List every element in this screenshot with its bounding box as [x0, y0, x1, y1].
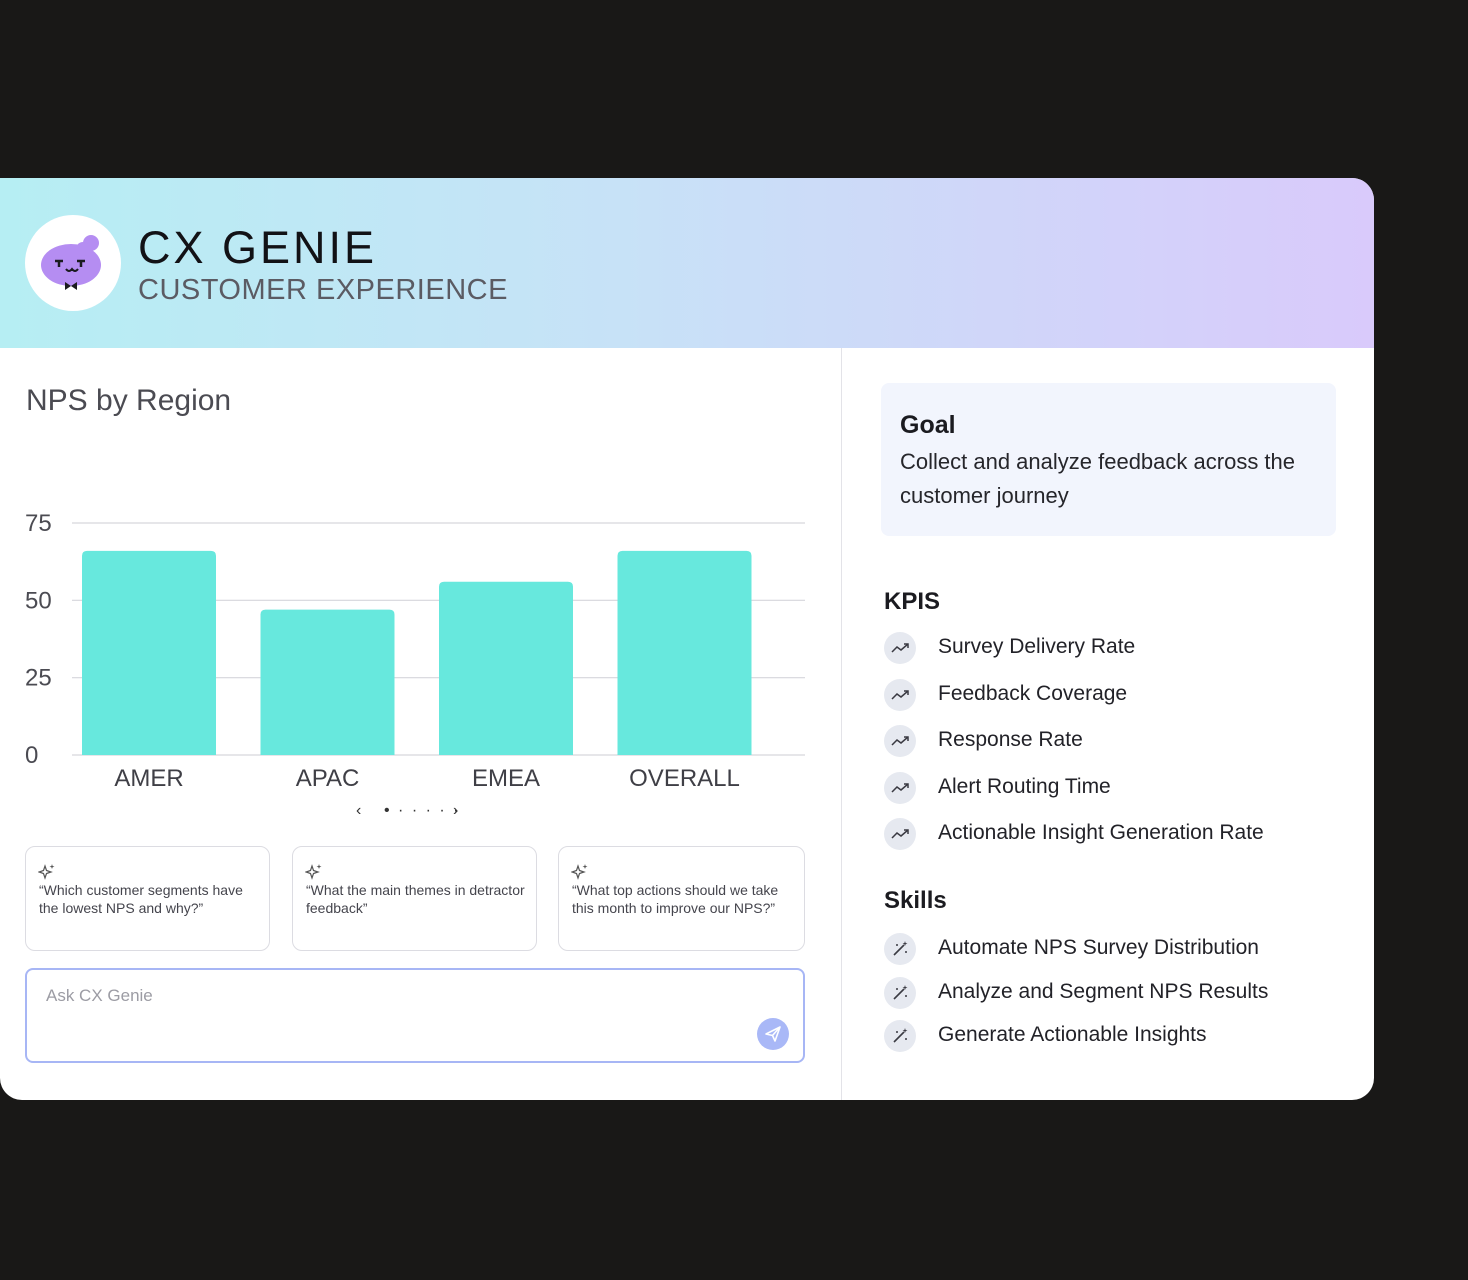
- send-button[interactable]: [757, 1018, 789, 1050]
- panel-divider: [841, 348, 842, 1100]
- carousel-pager: ‹ • · · · · · ›: [340, 802, 480, 826]
- bar-emea: [439, 581, 573, 755]
- trend-up-icon: [884, 725, 916, 757]
- suggestion-text: “Which customer segments have the lowest…: [39, 882, 243, 916]
- trend-up-icon: [884, 818, 916, 850]
- kpi-item-label: Actionable Insight Generation Rate: [938, 821, 1264, 844]
- trend-up-icon: [884, 678, 916, 711]
- bar-apac: [260, 609, 395, 755]
- bar-amer: [82, 550, 216, 755]
- nps-bar-chart: 0 25 50 75 AMER APAC EMEA OVERALL: [25, 510, 805, 792]
- goal-panel: Goal Collect and analyze feedback across…: [881, 383, 1336, 536]
- chart-title: NPS by Region: [26, 384, 232, 417]
- app-title: CX GENIE: [138, 222, 378, 273]
- suggestion-card[interactable]: “What top actions should we take this mo…: [558, 846, 805, 951]
- suggestion-card[interactable]: “Which customer segments have the lowest…: [25, 846, 270, 951]
- ask-input[interactable]: Ask CX Genie: [25, 968, 805, 1063]
- skills-heading: Skills: [884, 887, 947, 914]
- kpi-item-label: Survey Delivery Rate: [938, 635, 1136, 658]
- y-tick-label: 25: [25, 665, 52, 692]
- sparkle-icon: [38, 864, 55, 880]
- genie-avatar: [25, 215, 121, 311]
- x-tick-label: APAC: [296, 765, 360, 792]
- carousel-prev-button[interactable]: ‹: [356, 802, 362, 819]
- agent-card: CX GENIE CUSTOMER EXPERIENCE NPS by Regi…: [0, 178, 1374, 1100]
- y-tick-label: 75: [25, 510, 52, 537]
- magic-wand-icon: [884, 976, 916, 1009]
- x-tick-label: AMER: [114, 765, 183, 792]
- trend-up-icon: [884, 771, 916, 804]
- skill-item-label: Analyze and Segment NPS Results: [938, 979, 1269, 1003]
- kpi-item-label: Response Rate: [938, 728, 1083, 751]
- suggestion-text: “What the main themes in detractor feedb…: [306, 882, 525, 916]
- kpi-item-label: Feedback Coverage: [938, 681, 1128, 705]
- y-tick-label: 50: [25, 587, 52, 614]
- kpi-item-label: Alert Routing Time: [938, 774, 1111, 798]
- carousel-dots: • · · · · ·: [384, 802, 461, 819]
- card-header: CX GENIE CUSTOMER EXPERIENCE: [0, 178, 1374, 348]
- bar-overall: [617, 550, 752, 755]
- magic-wand-icon: [884, 933, 916, 965]
- goal-heading: Goal: [900, 411, 956, 439]
- kpis-heading: KPIS: [884, 588, 941, 615]
- goal-text: Collect and analyze feedback across the …: [900, 449, 1296, 508]
- y-tick-label: 0: [25, 742, 38, 769]
- suggestion-text: “What top actions should we take this mo…: [572, 882, 779, 916]
- carousel-next-button[interactable]: ›: [453, 802, 459, 819]
- ask-placeholder: Ask CX Genie: [46, 986, 153, 1005]
- trend-up-icon: [884, 632, 916, 664]
- suggestion-card[interactable]: “What the main themes in detractor feedb…: [292, 846, 537, 951]
- sparkle-icon: [571, 864, 588, 880]
- skill-item-label: Generate Actionable Insights: [938, 1023, 1207, 1046]
- magic-wand-icon: [884, 1020, 916, 1052]
- sparkle-icon: [305, 864, 322, 880]
- genie-mascot-icon: [41, 235, 101, 290]
- x-tick-label: EMEA: [472, 765, 540, 792]
- skill-item-label: Automate NPS Survey Distribution: [938, 936, 1259, 959]
- app-subtitle: CUSTOMER EXPERIENCE: [138, 274, 508, 306]
- send-icon: [765, 1026, 781, 1042]
- x-tick-label: OVERALL: [629, 765, 740, 792]
